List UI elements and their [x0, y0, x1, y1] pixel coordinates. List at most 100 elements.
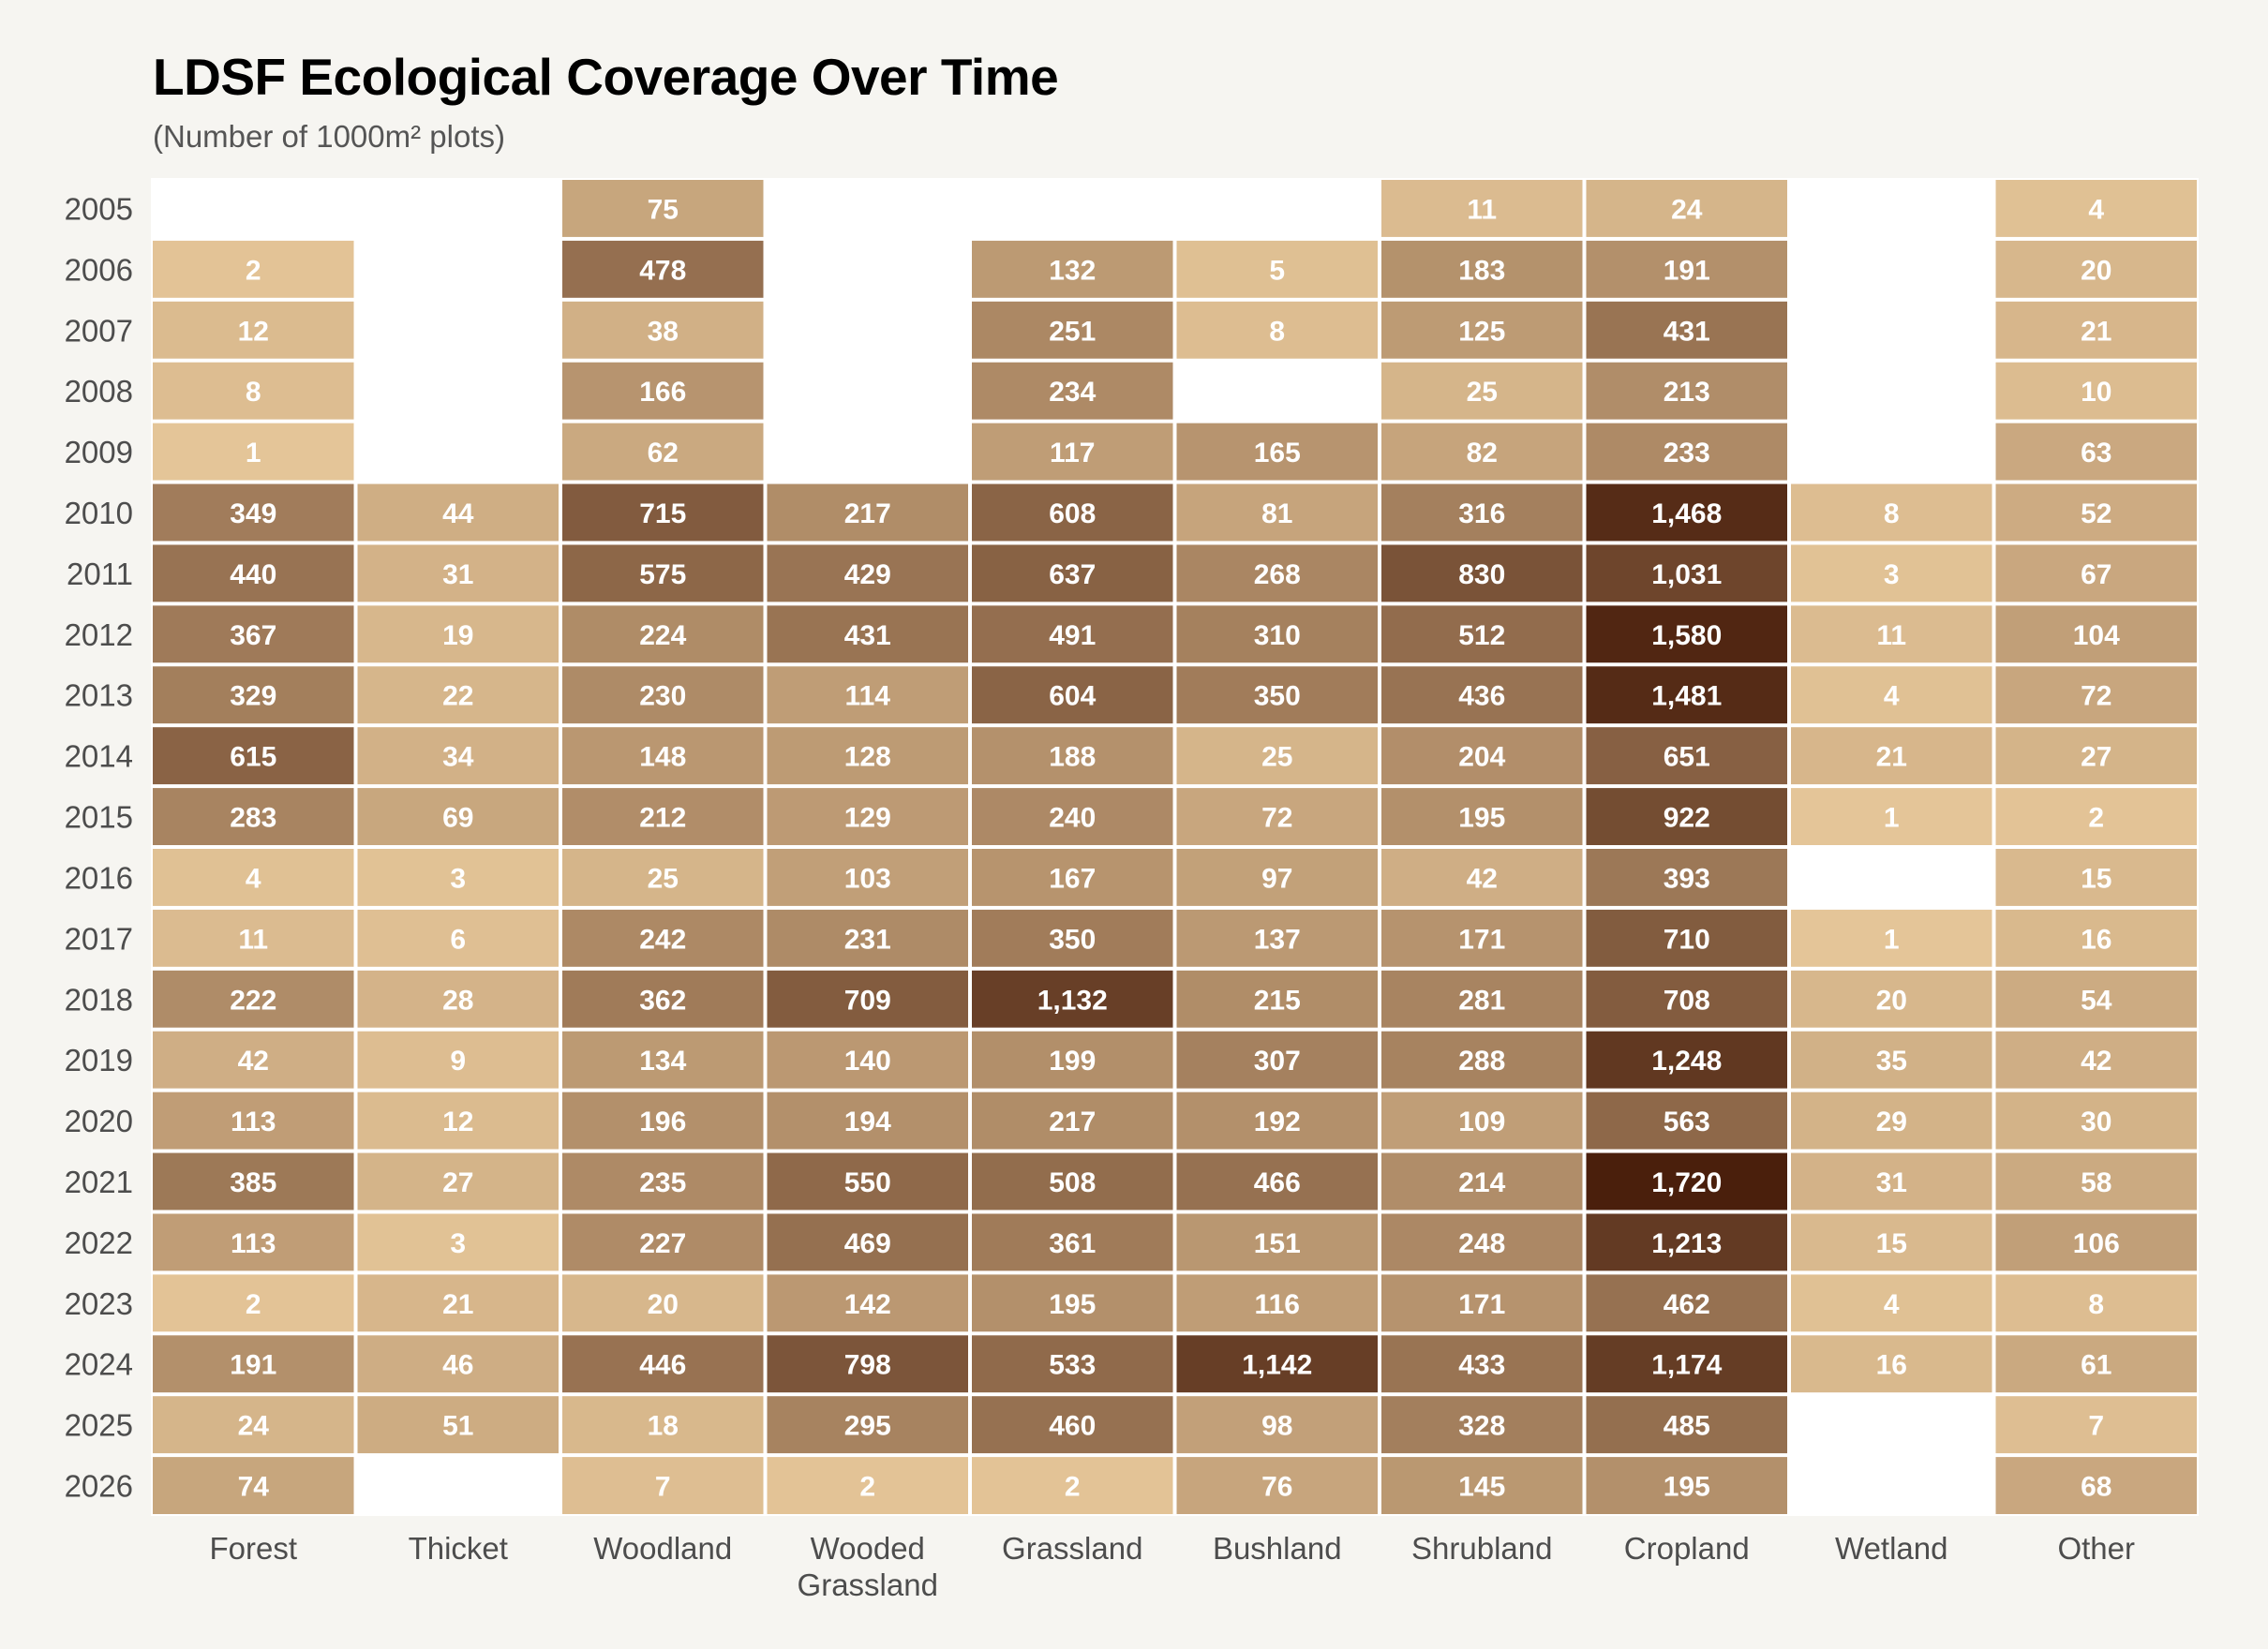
- cell-value-label: 171: [1458, 924, 1505, 955]
- heatmap-cell: 199: [972, 1031, 1173, 1089]
- heatmap-cell: 466: [1176, 1152, 1378, 1211]
- x-tick-label: Forest: [209, 1531, 297, 1566]
- cell-rect: [972, 1152, 1173, 1211]
- cell-value-label: 615: [230, 742, 276, 773]
- cell-value-label: 307: [1254, 1046, 1301, 1077]
- heatmap-cell: 798: [767, 1335, 968, 1393]
- heatmap-cell: 1,031: [1586, 544, 1787, 602]
- cell-value-label: 76: [1261, 1472, 1292, 1503]
- chart-title: LDSF Ecological Coverage Over Time: [153, 48, 1059, 106]
- heatmap-cell: 4: [1791, 666, 1992, 724]
- cell-value-label: 128: [844, 742, 891, 773]
- cell-rect: [1791, 483, 1992, 542]
- cell-value-label: 350: [1254, 681, 1301, 712]
- cell-rect: [562, 544, 764, 602]
- cell-rect: [1586, 605, 1787, 663]
- cell-value-label: 19: [442, 620, 473, 651]
- cell-rect: [1995, 544, 2197, 602]
- cell-rect: [972, 666, 1173, 724]
- cell-value-label: 24: [1671, 194, 1703, 225]
- cell-value-label: 708: [1664, 985, 1710, 1016]
- cell-rect: [1381, 180, 1583, 237]
- heatmap-cell: 171: [1381, 1274, 1583, 1332]
- cell-value-label: 222: [230, 985, 276, 1016]
- heatmap-cell: 6: [357, 909, 559, 967]
- cell-value-label: 295: [844, 1411, 891, 1442]
- heatmap-cell: 316: [1381, 483, 1583, 542]
- cell-rect: [972, 301, 1173, 359]
- heatmap-cell: 113: [153, 1092, 354, 1150]
- cell-rect: [562, 180, 764, 237]
- x-tick-label: Thicket: [409, 1531, 508, 1566]
- cell-value-label: 233: [1664, 438, 1710, 468]
- heatmap-cell: 137: [1176, 909, 1378, 967]
- cell-rect: [562, 1213, 764, 1271]
- cell-rect: [1586, 1274, 1787, 1332]
- heatmap-cell: 2: [1995, 788, 2197, 845]
- cell-value-label: 132: [1049, 255, 1096, 286]
- cell-rect: [1381, 909, 1583, 967]
- cell-value-label: 710: [1664, 924, 1710, 955]
- heatmap-cell: 27: [1995, 727, 2197, 785]
- cell-value-label: 8: [1269, 316, 1285, 347]
- cell-rect: [1791, 1152, 1992, 1211]
- cell-value-label: 715: [639, 498, 686, 529]
- heatmap-cell: 18: [562, 1396, 764, 1454]
- cell-rect: [767, 1152, 968, 1211]
- cell-rect: [1586, 1152, 1787, 1211]
- heatmap-cells: 75 11 24 42 478 132 5 183 191 2012 38 251 8 125 431 218…: [153, 180, 2197, 1514]
- cell-value-label: 1,132: [1037, 985, 1108, 1016]
- cell-rect: [1176, 788, 1378, 845]
- cell-value-label: 75: [648, 194, 679, 225]
- heatmap-cell: 97: [1176, 849, 1378, 906]
- cell-rect: [357, 666, 559, 724]
- cell-value-label: 217: [1049, 1107, 1096, 1137]
- heatmap-cell: 830: [1381, 544, 1583, 602]
- cell-rect: [153, 1092, 354, 1150]
- cell-value-label: 709: [844, 985, 891, 1016]
- heatmap-cell: 19: [357, 605, 559, 663]
- cell-value-label: 11: [238, 924, 268, 955]
- heatmap-cell: 224: [562, 605, 764, 663]
- heatmap-cell: 68: [1995, 1457, 2197, 1514]
- heatmap-cell: 710: [1586, 909, 1787, 967]
- heatmap-cell: 8: [1176, 301, 1378, 359]
- heatmap-cell: 129: [767, 788, 968, 845]
- cell-value-label: 18: [648, 1411, 679, 1442]
- cell-value-label: 575: [639, 559, 686, 590]
- heatmap-cell: 214: [1381, 1152, 1583, 1211]
- cell-rect: [1176, 1213, 1378, 1271]
- cell-value-label: 195: [1458, 803, 1505, 834]
- heatmap-cell: 54: [1995, 970, 2197, 1028]
- heatmap-cell: 361: [972, 1213, 1173, 1271]
- cell-rect: [1381, 788, 1583, 845]
- cell-value-label: 125: [1458, 316, 1505, 347]
- heatmap-cell: 74: [153, 1457, 354, 1514]
- cell-rect: [1381, 1274, 1583, 1332]
- heatmap-cell: 350: [972, 909, 1173, 967]
- cell-value-label: 195: [1049, 1289, 1096, 1320]
- cell-rect: [972, 605, 1173, 663]
- heatmap-cell: 212: [562, 788, 764, 845]
- cell-value-label: 4: [246, 863, 261, 894]
- heatmap-cell: 29: [1791, 1092, 1992, 1150]
- cell-rect: [153, 1335, 354, 1393]
- cell-rect: [767, 666, 968, 724]
- cell-rect: [767, 788, 968, 845]
- heatmap-cell: 8: [1791, 483, 1992, 542]
- heatmap-cell: 248: [1381, 1213, 1583, 1271]
- heatmap-cell: 62: [562, 423, 764, 481]
- heatmap-cell: 16: [1791, 1335, 1992, 1393]
- cell-rect: [1176, 666, 1378, 724]
- heatmap-cell: 82: [1381, 423, 1583, 481]
- cell-rect: [562, 1274, 764, 1332]
- cell-rect: [153, 1213, 354, 1271]
- cell-rect: [1381, 240, 1583, 298]
- cell-value-label: 114: [845, 681, 891, 712]
- cell-value-label: 28: [442, 985, 473, 1016]
- cell-rect: [1791, 1335, 1992, 1393]
- cell-rect: [562, 1092, 764, 1150]
- cell-value-label: 1: [246, 438, 261, 468]
- cell-rect: [1176, 849, 1378, 906]
- cell-value-label: 508: [1049, 1167, 1096, 1198]
